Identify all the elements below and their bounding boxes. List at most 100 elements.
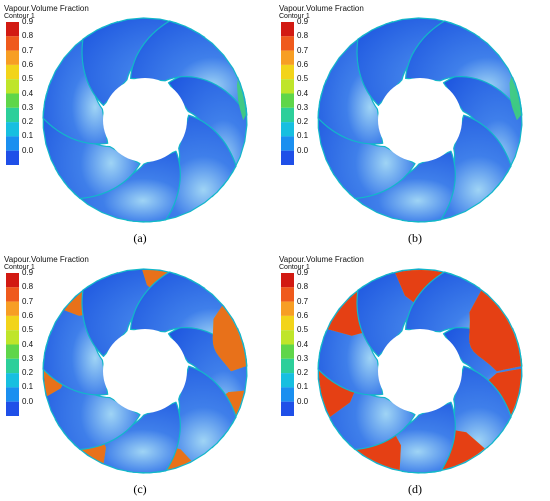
legend-color-swatch	[281, 36, 294, 51]
legend-tick-label: 0.8	[22, 31, 34, 41]
hub-opening	[378, 78, 462, 162]
legend-color-swatch	[6, 273, 19, 288]
legend-title: Vapour.Volume Fraction	[4, 255, 89, 264]
legend-tick-label: 0.2	[297, 117, 309, 127]
legend-color-swatch	[6, 373, 19, 388]
panel-caption: (b)	[408, 231, 422, 245]
legend-color-swatch	[281, 401, 294, 416]
legend-tick-label: 0.6	[297, 59, 309, 69]
impeller-contour-plot	[281, 17, 523, 223]
legend-color-bar	[281, 22, 294, 165]
vapour-region-high	[212, 305, 246, 372]
impeller	[42, 17, 248, 223]
legend-color-swatch	[281, 373, 294, 388]
legend-color-swatch	[281, 150, 294, 165]
legend-tick-label: 0.4	[297, 339, 309, 349]
legend-color-swatch	[6, 79, 19, 94]
legend-tick-label: 0.1	[297, 382, 309, 392]
legend-tick-label: 0.2	[22, 368, 34, 378]
panel-d: Vapour.Volume Fraction Contour 1 0.9 0.8 0.7…	[275, 251, 550, 501]
panel-caption: (c)	[133, 482, 147, 496]
legend-subtitle: Contour 1	[4, 13, 35, 20]
legend-tick-label: 0.4	[297, 88, 309, 98]
impeller-blade	[405, 20, 523, 116]
legend-color-swatch	[6, 36, 19, 51]
legend-color-bar	[6, 22, 19, 165]
legend-tick-label: 0.1	[22, 131, 34, 141]
legend-color-swatch	[281, 330, 294, 345]
legend-tick-label: 0.3	[297, 353, 309, 363]
impeller-contour-plot	[6, 268, 248, 474]
legend-tick-label: 0.7	[22, 45, 34, 55]
panel-b: Vapour.Volume Fraction Contour 1 0.9 0.8 0.7…	[275, 0, 550, 250]
legend-tick-label: 0.6	[22, 59, 34, 69]
legend-color-swatch	[281, 22, 294, 37]
legend-color-swatch	[281, 136, 294, 151]
legend-tick-label: 0.9	[297, 17, 309, 26]
legend-tick-label: 0.4	[22, 88, 34, 98]
panel-a: Vapour.Volume Fraction Contour 1 0.9 0.8 0.7…	[0, 0, 275, 250]
legend-tick-label: 0.1	[297, 131, 309, 141]
legend-color-swatch	[6, 136, 19, 151]
legend-tick-label: 0.3	[297, 102, 309, 112]
legend-tick-label: 0.3	[22, 102, 34, 112]
legend-color-swatch	[281, 344, 294, 359]
legend-title: Vapour.Volume Fraction	[279, 255, 364, 264]
legend-color-swatch	[6, 93, 19, 108]
legend-color-swatch	[281, 50, 294, 65]
legend-tick-label: 0.7	[297, 45, 309, 55]
impeller-blade	[130, 271, 248, 367]
panel-c: Vapour.Volume Fraction Contour 1 0.9 0.8 0.7…	[0, 251, 275, 501]
panel-caption: (d)	[408, 482, 422, 496]
hub-opening	[103, 78, 187, 162]
impeller-blade	[130, 20, 248, 116]
vapour-region-high	[469, 290, 521, 372]
legend-color-swatch	[281, 358, 294, 374]
legend-tick-label: 0.2	[22, 117, 34, 127]
legend-tick-label: 0.0	[22, 396, 34, 406]
legend-color-swatch	[281, 287, 294, 302]
legend-color-swatch	[6, 358, 19, 374]
legend-color-swatch	[6, 387, 19, 402]
legend-color-swatch	[281, 79, 294, 94]
legend-subtitle: Contour 1	[4, 264, 35, 271]
hub-opening	[378, 329, 462, 413]
legend-title: Vapour.Volume Fraction	[4, 4, 89, 13]
legend-tick-label: 0.3	[22, 353, 34, 363]
legend-tick-label: 0.6	[297, 310, 309, 320]
legend-color-swatch	[6, 401, 19, 416]
impeller-contour-plot	[281, 268, 523, 474]
legend-tick-label: 0.1	[22, 382, 34, 392]
legend-color-swatch	[6, 344, 19, 359]
legend-tick-label: 0.8	[297, 31, 309, 41]
legend-tick-label: 0.7	[22, 296, 34, 306]
legend-tick-label: 0.5	[22, 325, 34, 335]
legend-tick-label: 0.5	[297, 325, 309, 335]
legend-tick-label: 0.8	[297, 282, 309, 292]
legend-title: Vapour.Volume Fraction	[279, 4, 364, 13]
legend-color-swatch	[6, 150, 19, 165]
legend-color-swatch	[6, 107, 19, 123]
legend-tick-label: 0.9	[297, 268, 309, 277]
legend-color-swatch	[281, 301, 294, 316]
legend-color-swatch	[281, 93, 294, 108]
legend-color-swatch	[6, 50, 19, 65]
legend-tick-label: 0.7	[297, 296, 309, 306]
legend-color-swatch	[281, 387, 294, 402]
legend-color-swatch	[6, 122, 19, 137]
impeller	[42, 268, 248, 474]
legend-tick-label: 0.5	[297, 74, 309, 84]
legend-color-swatch	[281, 107, 294, 123]
legend-color-swatch	[6, 287, 19, 302]
legend-tick-label: 0.9	[22, 17, 34, 26]
panel-caption: (a)	[133, 231, 147, 245]
hub-opening	[103, 329, 187, 413]
legend-color-swatch	[6, 330, 19, 345]
legend-subtitle: Contour 1	[279, 13, 310, 20]
legend-color-swatch	[6, 64, 19, 80]
legend-color-swatch	[281, 315, 294, 331]
legend-color-swatch	[6, 22, 19, 37]
vapour-region	[509, 76, 521, 121]
impeller-contour-plot	[6, 17, 248, 223]
legend-tick-label: 0.0	[297, 145, 309, 155]
